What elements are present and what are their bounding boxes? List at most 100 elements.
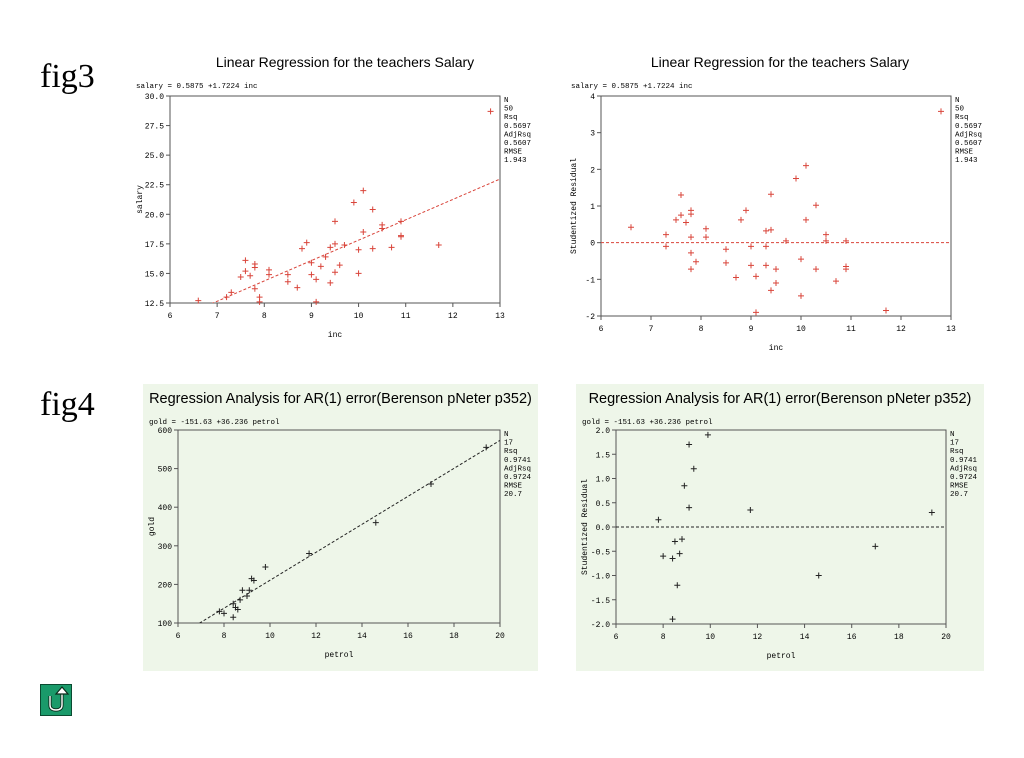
data-point (234, 606, 241, 613)
x-tick-label: 6 (168, 312, 173, 321)
data-point (688, 211, 694, 218)
data-point (688, 249, 694, 256)
data-point (763, 262, 769, 269)
x-tick-label: 13 (495, 312, 505, 321)
salary-regression-chart: Linear Regression for the teachers Salar… (136, 54, 531, 340)
data-point (487, 108, 494, 115)
data-point (360, 187, 367, 194)
data-point (671, 538, 678, 545)
y-tick-label: 15.0 (145, 270, 164, 279)
data-point (350, 199, 357, 206)
data-point (379, 221, 386, 228)
data-point (733, 274, 739, 281)
data-point (872, 543, 879, 550)
data-point (372, 519, 379, 526)
data-point (655, 516, 662, 523)
data-point (783, 237, 789, 244)
data-point (628, 224, 634, 231)
stats-text: RMSE (504, 149, 523, 157)
chart-title: Regression Analysis for AR(1) error(Bere… (149, 391, 532, 407)
y-tick-label: 600 (158, 427, 173, 436)
y-tick-label: -1.5 (591, 597, 610, 606)
data-point (738, 216, 744, 223)
data-point (688, 234, 694, 241)
data-point (223, 294, 230, 301)
data-point (815, 572, 822, 579)
y-tick-label: 300 (158, 543, 173, 552)
x-axis-label: inc (769, 344, 784, 353)
data-point (753, 309, 759, 316)
stats-text: 50 (955, 106, 965, 114)
data-point (294, 284, 301, 291)
data-point (928, 509, 935, 516)
chart-title: Linear Regression for the teachers Salar… (216, 54, 474, 70)
y-tick-label: -2 (585, 313, 595, 322)
data-point (239, 587, 246, 594)
y-tick-label: -2.0 (591, 621, 610, 630)
data-point (690, 465, 697, 472)
data-point (686, 504, 693, 511)
plot-frame (169, 95, 501, 304)
data-point (308, 259, 315, 266)
fig4-label: fig4 (40, 386, 95, 423)
x-tick-label: 10 (705, 633, 715, 642)
return-button[interactable] (40, 684, 72, 716)
stats-text: RMSE (950, 483, 969, 491)
data-point (938, 108, 944, 115)
y-tick-label: 0.5 (596, 500, 611, 509)
data-point (332, 240, 338, 247)
data-point (803, 162, 809, 169)
data-point (242, 257, 249, 264)
return-arrow-icon (48, 686, 70, 712)
x-tick-label: 10 (796, 325, 806, 334)
data-point (723, 246, 729, 253)
data-point (743, 207, 749, 214)
data-point (483, 444, 490, 451)
gold-regression-panel: Regression Analysis for AR(1) error(Bere… (143, 384, 538, 671)
data-point (313, 298, 320, 305)
y-tick-label: 4 (590, 93, 595, 102)
x-tick-label: 12 (896, 325, 906, 334)
data-point (763, 227, 769, 234)
data-point (332, 218, 338, 225)
x-tick-label: 12 (448, 312, 458, 321)
x-tick-label: 11 (401, 312, 411, 321)
x-tick-label: 10 (354, 312, 364, 321)
x-tick-label: 8 (661, 633, 666, 642)
data-point (669, 616, 676, 623)
x-tick-label: 20 (495, 632, 505, 641)
stats-text: 1.943 (955, 157, 978, 165)
data-point (663, 231, 669, 238)
stats-text: Rsq (504, 114, 518, 122)
data-point (703, 225, 709, 232)
x-tick-label: 16 (403, 632, 413, 641)
data-point (242, 268, 249, 275)
stats-text: 0.9724 (950, 474, 978, 482)
stats-text: 20.7 (504, 491, 522, 499)
salary-residual-panel: Linear Regression for the teachers Salar… (565, 48, 995, 358)
data-point (221, 610, 227, 617)
data-point (244, 592, 250, 599)
data-point (388, 244, 395, 251)
data-point (262, 564, 269, 571)
regression-equation: gold = -151.63 +36.236 petrol (582, 419, 713, 427)
data-point (398, 218, 404, 225)
x-tick-label: 11 (846, 325, 856, 334)
x-axis-label: petrol (325, 651, 354, 660)
y-tick-label: 20.0 (145, 211, 164, 220)
data-point (683, 219, 689, 226)
y-tick-label: 27.5 (145, 123, 164, 132)
data-point (341, 242, 348, 249)
data-point (247, 272, 254, 279)
data-point (813, 266, 819, 273)
data-point (327, 244, 334, 251)
x-tick-label: 7 (215, 312, 220, 321)
data-point (230, 600, 237, 607)
data-point (336, 262, 343, 269)
data-point (230, 614, 237, 621)
data-point (768, 191, 774, 198)
data-point (369, 206, 376, 213)
data-point (216, 608, 223, 615)
stats-text: AdjRsq (504, 131, 531, 139)
data-point (793, 175, 799, 182)
